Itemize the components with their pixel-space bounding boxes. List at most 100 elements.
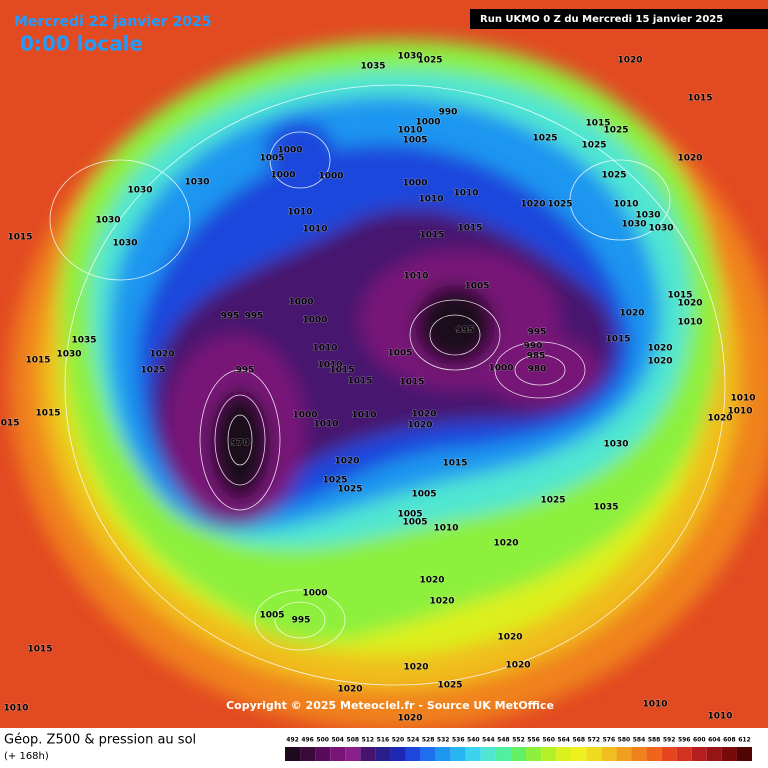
- isobar-label: 1015: [347, 377, 372, 387]
- scale-label: 592: [663, 737, 676, 744]
- time: 0:00 locale: [20, 32, 143, 56]
- scale-label: 532: [437, 737, 450, 744]
- isobar-label: 1005: [259, 154, 284, 164]
- isobar-label: 1010: [677, 318, 702, 328]
- scale-label: 560: [542, 737, 555, 744]
- isobar-label: 985: [527, 352, 546, 362]
- isobar-label: 1010: [433, 524, 458, 534]
- footer: Géop. Z500 & pression au sol (+ 168h) 49…: [0, 728, 768, 768]
- isobar-label: 1030: [635, 211, 660, 221]
- isobar-label: 1020: [617, 56, 642, 66]
- isobar-label: 1025: [603, 126, 628, 136]
- isobar-label: 1010: [418, 195, 443, 205]
- scale-swatch: [541, 747, 557, 761]
- isobar-label: 1025: [140, 366, 165, 376]
- scale-swatch: [360, 747, 376, 761]
- isobar-label: 1010: [403, 272, 428, 282]
- isobar-label: 1020: [403, 663, 428, 673]
- isobar-label: 995: [221, 312, 240, 322]
- isobar-label: 1020: [647, 357, 672, 367]
- isobar-label: 1015: [687, 94, 712, 104]
- isobar-label: 1025: [540, 496, 565, 506]
- isobar-label: 1010: [3, 704, 28, 714]
- scale-swatch: [405, 747, 421, 761]
- isobar-label: 1020: [619, 309, 644, 319]
- isobar-label: 1015: [25, 356, 50, 366]
- scale-label: 584: [633, 737, 646, 744]
- scale-label: 500: [316, 737, 329, 744]
- isobar-label: 1000: [292, 411, 317, 421]
- isobar-label: 1005: [402, 136, 427, 146]
- scale-label: 504: [331, 737, 344, 744]
- scale-swatch: [616, 747, 632, 761]
- scale-swatch: [601, 747, 617, 761]
- scale-swatch: [526, 747, 542, 761]
- isobar-label: 1020: [397, 714, 422, 724]
- scale-swatch: [330, 747, 346, 761]
- scale-swatch: [676, 747, 692, 761]
- run-box: [470, 9, 768, 29]
- scale-label: 540: [467, 737, 480, 744]
- scale-swatch: [375, 747, 391, 761]
- scale-label: 580: [618, 737, 631, 744]
- isobar-label: 995: [456, 326, 475, 336]
- isobar-label: 1020: [493, 539, 518, 549]
- scale-label: 544: [482, 737, 495, 744]
- isobar-label: 1010: [287, 208, 312, 218]
- isobar-label: 1030: [603, 440, 628, 450]
- isobar-label: 1035: [593, 503, 618, 513]
- isobar-label: 1020: [411, 410, 436, 420]
- isobar-label: 995: [528, 328, 547, 338]
- isobar-label: 995: [292, 616, 311, 626]
- isobar-label: 1010: [727, 407, 752, 417]
- isobar-label: 990: [439, 108, 458, 118]
- run: Run UKMO 0 Z du Mercredi 15 janvier 2025: [480, 14, 723, 25]
- isobar-label: 1010: [707, 712, 732, 722]
- scale-swatch: [390, 747, 406, 761]
- scale-swatch: [480, 747, 496, 761]
- scale-label: 596: [678, 737, 691, 744]
- scale-swatch: [435, 747, 451, 761]
- scale-swatch: [646, 747, 662, 761]
- isobar-label: 1000: [288, 298, 313, 308]
- isobar-label: 1020: [677, 299, 702, 309]
- isobar-label: 1000: [270, 171, 295, 181]
- scale-label: 516: [377, 737, 390, 744]
- scale-swatch: [736, 747, 752, 761]
- isobar-label: 995: [245, 312, 264, 322]
- scale-swatch: [721, 747, 737, 761]
- isobar-label: 1020: [707, 414, 732, 424]
- scale-label: 524: [407, 737, 420, 744]
- isobar-label: 1010: [351, 411, 376, 421]
- scale-swatch: [420, 747, 436, 761]
- scale-label: 496: [301, 737, 314, 744]
- isobar-label: 1025: [337, 485, 362, 495]
- isobar-label: 1020: [520, 200, 545, 210]
- isobar-label: 1030: [184, 178, 209, 188]
- scale-swatch: [345, 747, 361, 761]
- isobar-label: 1015: [605, 335, 630, 345]
- scale-label: 568: [572, 737, 585, 744]
- scale-swatch: [661, 747, 677, 761]
- isobar-label: 1010: [313, 420, 338, 430]
- isobar-label: 1015: [442, 459, 467, 469]
- isobar-label: 1015: [27, 645, 52, 655]
- isobar-label: 1020: [419, 576, 444, 586]
- scale-swatch: [300, 747, 316, 761]
- isobar-label: 1015: [399, 378, 424, 388]
- isobar-label: 995: [236, 366, 255, 376]
- isobar-label: 1025: [601, 171, 626, 181]
- isobar-label: 1030: [621, 220, 646, 230]
- isobar-label: 1010: [302, 225, 327, 235]
- isobar-label: 1010: [312, 344, 337, 354]
- isobar-label: 1005: [411, 490, 436, 500]
- isobar-label: 1000: [277, 146, 302, 156]
- scale-swatch: [465, 747, 481, 761]
- scale-label: 608: [723, 737, 736, 744]
- scale-label: 572: [588, 737, 601, 744]
- isobar-label: 1000: [415, 118, 440, 128]
- isobar-label: 1005: [402, 518, 427, 528]
- isobar-label: 1010: [317, 361, 342, 371]
- scale-label: 604: [708, 737, 721, 744]
- isobar-label: 1010: [613, 200, 638, 210]
